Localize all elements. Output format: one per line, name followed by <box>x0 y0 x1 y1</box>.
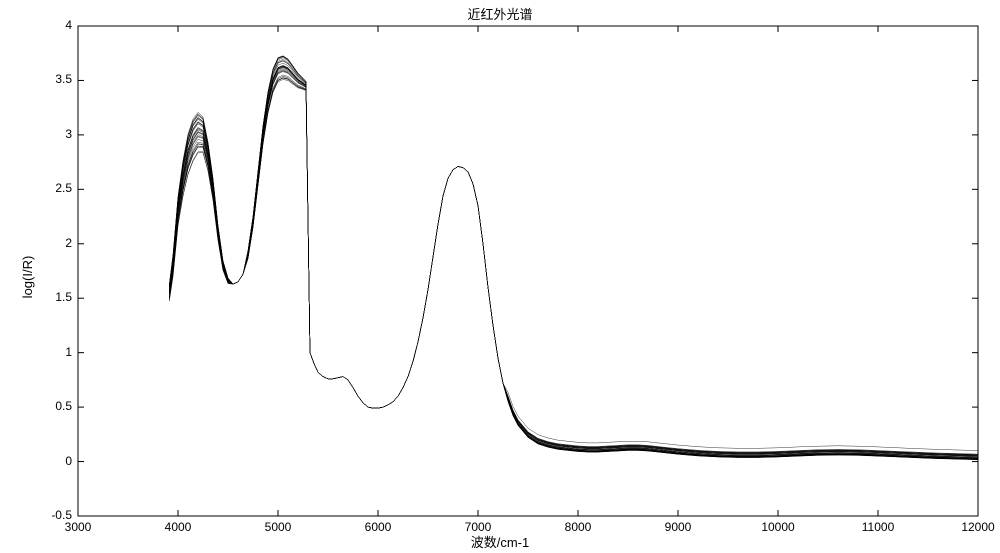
xtick-label: 4000 <box>165 520 192 534</box>
ytick-label: -0.5 <box>32 508 72 522</box>
xtick-label: 8000 <box>565 520 592 534</box>
ytick-label: 2.5 <box>32 181 72 195</box>
xtick-label: 11000 <box>862 520 894 534</box>
xtick-label: 10000 <box>761 520 794 534</box>
ytick-label: 1 <box>32 345 72 359</box>
chart-container: 近红外光谱 log(I/R) 波数/cm-1 30004000500060007… <box>0 0 1000 553</box>
ytick-label: 3 <box>32 127 72 141</box>
xtick-label: 3000 <box>65 520 92 534</box>
xtick-label: 9000 <box>665 520 692 534</box>
ytick-label: 4 <box>32 18 72 32</box>
ytick-label: 0 <box>32 454 72 468</box>
xtick-label: 5000 <box>265 520 292 534</box>
xtick-label: 7000 <box>465 520 492 534</box>
ytick-label: 1.5 <box>32 290 72 304</box>
plot-area <box>0 0 1000 553</box>
ytick-label: 3.5 <box>32 72 72 86</box>
ytick-label: 0.5 <box>32 399 72 413</box>
spectral-curves <box>169 56 978 460</box>
xtick-label: 6000 <box>365 520 392 534</box>
xtick-label: 12000 <box>961 520 994 534</box>
ytick-label: 2 <box>32 236 72 250</box>
